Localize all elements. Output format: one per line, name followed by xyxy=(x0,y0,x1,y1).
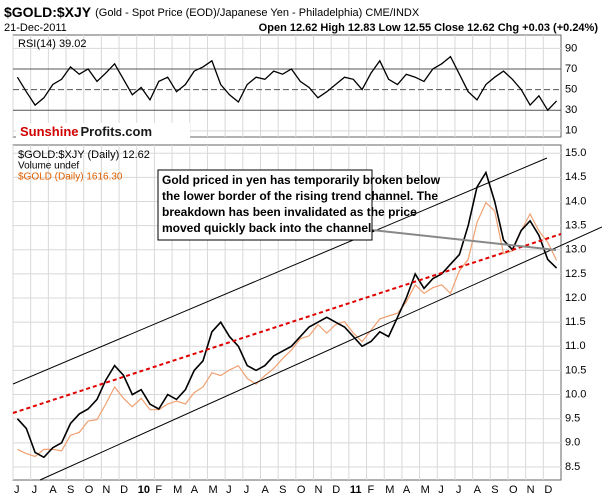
x-tick-label: D xyxy=(120,484,128,496)
x-tick-label: N xyxy=(315,484,323,496)
y-tick-label: 90 xyxy=(565,42,577,54)
x-tick-label: J xyxy=(438,484,444,496)
y-tick-label: 14.5 xyxy=(565,171,586,183)
x-tick-label: A xyxy=(261,484,269,496)
x-tick-label: F xyxy=(368,484,375,496)
x-tick-label: M xyxy=(208,484,217,496)
annotation: the lower border of the rising trend cha… xyxy=(162,189,438,203)
x-tick-label: 11 xyxy=(350,484,362,496)
x-tick-label: O xyxy=(297,484,306,496)
date: 21-Dec-2011 xyxy=(4,22,67,34)
pointer xyxy=(371,229,557,251)
upper-channel xyxy=(12,157,548,385)
x-tick-label: O xyxy=(85,484,94,496)
x-tick-label: O xyxy=(509,484,518,496)
y-tick-label: 9.5 xyxy=(565,413,580,425)
annotation: Gold priced in yen has temporarily broke… xyxy=(162,173,441,187)
y-tick-label: 10 xyxy=(565,125,577,137)
x-tick-label: J xyxy=(456,484,462,496)
x-tick-label: D xyxy=(544,484,552,496)
y-tick-label: 14.0 xyxy=(565,195,586,207)
x-tick-label: 10 xyxy=(138,484,150,496)
y-tick-label: 8.5 xyxy=(565,461,580,473)
x-tick-label: J xyxy=(14,484,20,496)
y-tick-label: 12.5 xyxy=(565,268,586,280)
x-tick-label: M xyxy=(385,484,394,496)
layer: J J A S O N D 10 F M A M J J A S O N D 11 F M A M J J A S O N D9070503… xyxy=(12,35,586,496)
x-tick-label: N xyxy=(102,484,110,496)
mid-line xyxy=(12,233,562,414)
rsi-label: RSI(14) 39.02 xyxy=(18,38,86,50)
annotation: breakdown has been invalidated as the pr… xyxy=(162,205,417,219)
x-tick-label: A xyxy=(191,484,199,496)
y-tick-label: 50 xyxy=(565,84,577,96)
annotation: moved quickly back into the channel. xyxy=(162,221,375,235)
header-title: $GOLD:$XJY (Gold - Spot Price (EOD)/Japan… xyxy=(4,4,420,20)
x-tick-label: F xyxy=(155,484,162,496)
x-tick-label: A xyxy=(403,484,411,496)
series-line xyxy=(16,170,558,459)
y-tick-label: 10.5 xyxy=(565,364,586,376)
x-tick-label: N xyxy=(527,484,535,496)
logo-part: Sunshine xyxy=(20,124,79,139)
description: (Gold - Spot Price (EOD)/Japanese Yen - … xyxy=(95,7,420,19)
x-tick-label: J xyxy=(226,484,232,496)
y-tick-label: 12.0 xyxy=(565,292,586,304)
y-tick-label: 11.0 xyxy=(565,340,586,352)
x-tick-label: A xyxy=(49,484,57,496)
quote: Open 12.62 High 12.83 Low 12.55 Close 12… xyxy=(259,22,599,34)
x-tick-label: A xyxy=(474,484,482,496)
x-tick-label: S xyxy=(279,484,286,496)
logo: Sunshine Profits.com xyxy=(20,124,152,139)
y-tick-label: 10.0 xyxy=(565,388,586,400)
x-tick-label: J xyxy=(32,484,38,496)
legend-entry: $GOLD:$XJY (Daily) 12.62 xyxy=(18,149,150,161)
logo-box xyxy=(16,123,190,143)
y-tick-label: 70 xyxy=(565,63,577,75)
x-tick-label: J xyxy=(244,484,250,496)
y-tick-label: 30 xyxy=(565,104,577,116)
annotation-box xyxy=(157,169,373,241)
trend-lines xyxy=(12,157,602,481)
rsi-line xyxy=(16,55,558,112)
legend-note: Volume undef xyxy=(18,161,79,172)
symbol: $GOLD:$XJY xyxy=(4,4,92,20)
x-tick-label: M xyxy=(421,484,430,496)
legend-entry: $GOLD (Daily) 1616.30 xyxy=(18,172,123,183)
x-tick-label: S xyxy=(67,484,74,496)
y-tick-label: 15.0 xyxy=(565,147,586,159)
rsi-panel xyxy=(12,34,562,138)
x-tick-label: M xyxy=(173,484,182,496)
y-tick-label: 13.5 xyxy=(565,220,586,232)
y-tick-label: 9.0 xyxy=(565,437,580,449)
series-line xyxy=(17,201,558,458)
y-tick-label: 11.5 xyxy=(565,316,586,328)
y-tick-label: 13.0 xyxy=(565,244,586,256)
logo-part: Profits.com xyxy=(81,124,153,139)
x-tick-label: D xyxy=(332,484,340,496)
lower-channel xyxy=(39,226,602,481)
x-tick-label: S xyxy=(491,484,498,496)
